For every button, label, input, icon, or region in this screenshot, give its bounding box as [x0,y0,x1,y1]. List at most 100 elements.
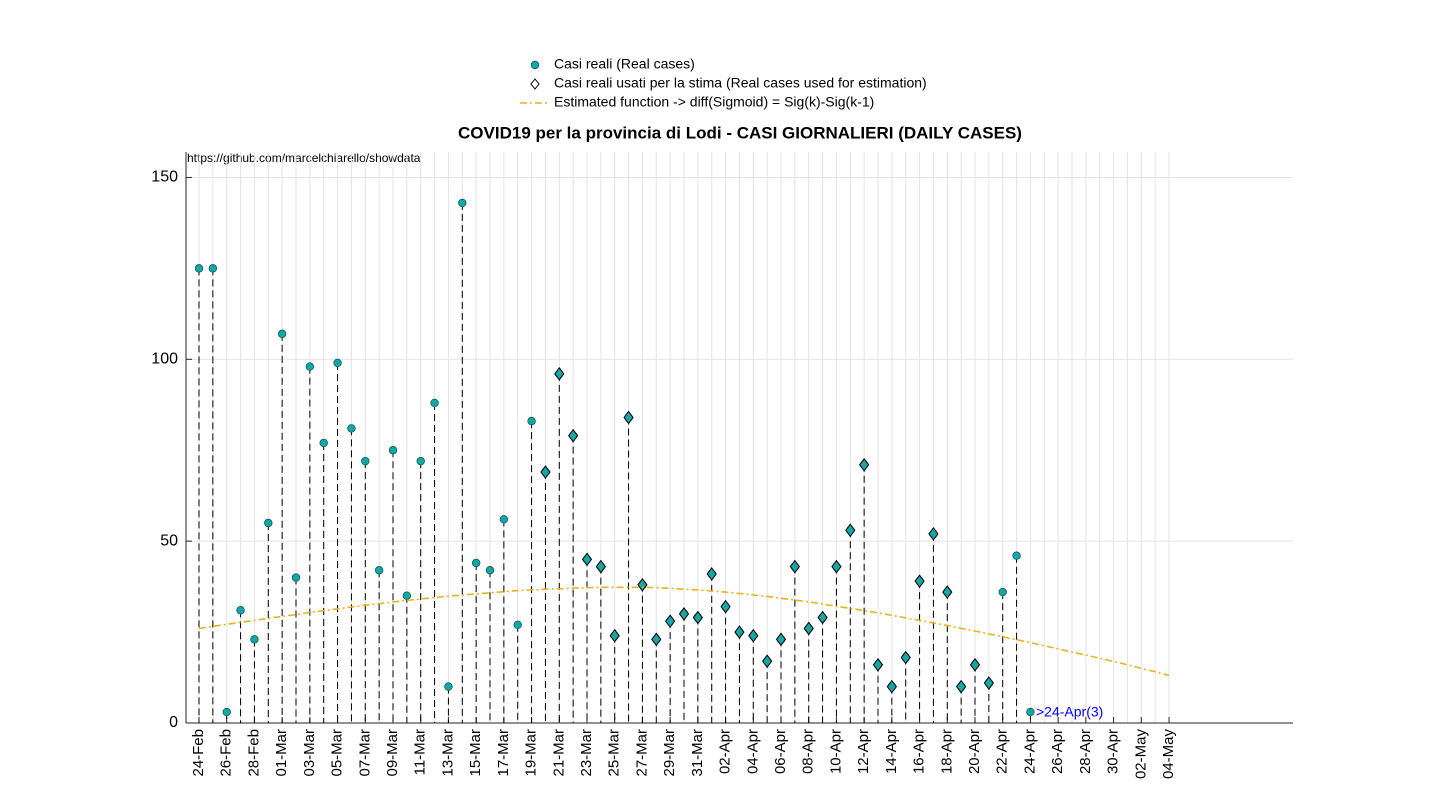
diamond-point [803,621,814,636]
diamond-point [706,567,717,581]
x-tick-label: 31-Mar [689,729,706,777]
x-tick-label: 02-May [1132,729,1149,780]
data-point [444,682,453,691]
diamond-point [595,559,606,574]
data-point [347,424,356,433]
x-tick-label: 09-Mar [384,729,401,777]
diamond-point [651,632,662,647]
data-point [333,358,342,368]
x-tick-label: 29-Mar [661,729,678,777]
x-tick-label: 10-Apr [827,729,844,774]
diamond-point [540,465,551,479]
diamond-point [762,654,773,669]
x-tick-label: 03-Mar [301,729,318,777]
source-note: https://github.com/marcelchiarello/showd… [187,151,421,165]
diamond-point [775,632,787,647]
diamond-point [845,523,856,538]
data-point [471,558,481,568]
legend-marker [530,60,540,70]
diamond-point [692,610,703,625]
diamond-point [748,628,759,643]
legend-marker [530,78,540,90]
x-tick-label: 22-Apr [994,729,1011,774]
x-tick-label: 06-Apr [772,729,789,774]
legend-label: Casi reali (Real cases) [554,56,695,72]
data-point [499,515,509,524]
diamond-point [969,657,981,672]
diamond-point [928,527,939,541]
y-tick-label: 0 [169,714,178,731]
diamond-point [900,650,911,665]
x-tick-label: 24-Apr [1021,729,1038,774]
x-tick-label: 26-Apr [1049,729,1066,774]
data-point [388,446,398,455]
diamond-point [789,559,800,574]
diamond-point [678,607,690,621]
x-tick-label: 13-Mar [439,729,456,777]
x-tick-label: 04-May [1160,729,1177,780]
x-tick-label: 28-Apr [1077,729,1094,774]
x-tick-label: 01-Mar [273,729,290,777]
x-tick-label: 30-Apr [1105,729,1122,774]
data-point [513,620,522,630]
diamond-point [554,367,565,381]
diamond-point [609,628,620,643]
x-tick-label: 15-Mar [467,729,484,777]
legend-label: Estimated function -> diff(Sigmoid) = Si… [554,94,874,110]
x-tick-label: 19-Mar [523,729,540,777]
diamond-point [623,410,634,425]
diamond-point [817,610,828,625]
x-tick-label: 14-Apr [883,729,900,774]
legend-label: Casi reali usati per la stima (Real case… [554,75,927,91]
data-point [305,362,315,371]
diamond-point [581,552,593,567]
diamond-point [942,585,953,599]
x-tick-label: 21-Mar [550,729,567,777]
data-point [222,707,231,717]
x-tick-label: 07-Mar [356,729,373,777]
fit-line [198,586,1170,677]
x-tick-label: 04-Apr [744,729,761,774]
data-point [250,635,259,644]
diamond-point [872,657,884,672]
data-point [402,591,412,600]
x-tick-label: 08-Apr [800,729,817,774]
data-point [998,587,1007,597]
data-point [430,398,439,408]
y-tick-label: 150 [151,169,178,186]
data-point [319,438,328,448]
diamond-point [831,559,842,574]
x-tick-label: 02-Apr [717,729,734,774]
diamond-point [859,457,870,472]
x-tick-label: 27-Mar [633,729,650,777]
diamond-point [720,599,731,614]
x-tick-label: 16-Apr [911,729,928,774]
y-tick-label: 100 [151,351,178,368]
x-tick-label: 17-Mar [495,729,512,777]
annotation: >24-Apr(3) [1036,704,1103,720]
diamond-point [568,428,579,443]
diamond-point [734,625,745,639]
data-point [416,456,425,466]
x-tick-label: 25-Mar [606,729,623,777]
data-point [374,566,384,575]
y-tick-label: 50 [160,532,178,549]
data-point [277,329,287,339]
x-tick-label: 18-Apr [938,729,955,774]
x-tick-label: 28-Feb [245,729,262,777]
data-point [264,518,273,528]
diamond-point [637,577,648,592]
x-tick-label: 24-Feb [190,729,207,777]
data-point [1026,707,1035,717]
data-point [194,264,204,273]
x-tick-label: 12-Apr [855,729,872,774]
diamond-point [886,679,897,694]
diamond-point [665,614,676,628]
x-tick-label: 26-Feb [218,729,235,777]
data-point [291,573,301,582]
diamond-point [956,679,967,694]
data-point [1012,551,1021,560]
data-point [485,566,495,575]
